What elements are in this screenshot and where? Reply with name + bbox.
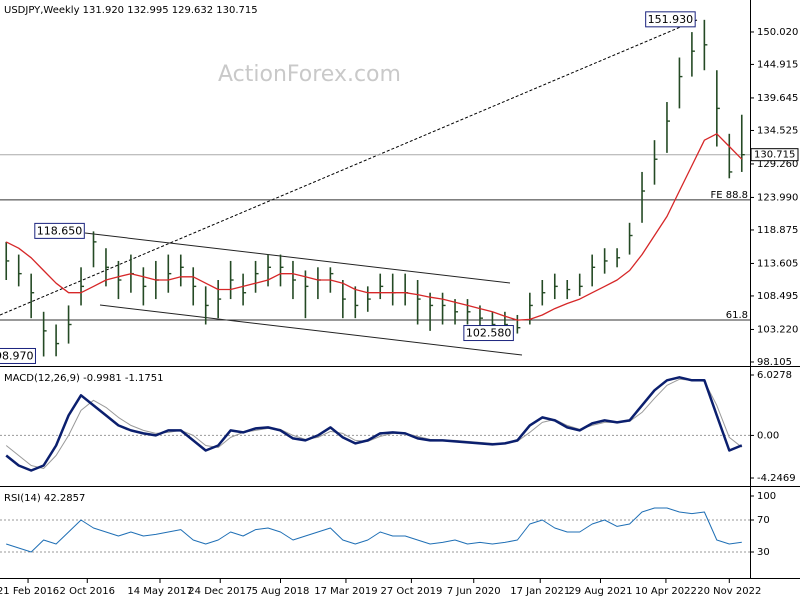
macd-line (5, 376, 743, 472)
annotation-box (0, 347, 36, 364)
y-tick-label: 30 (757, 547, 770, 558)
last-price-box (750, 148, 799, 162)
panel-title: USDJPY,Weekly 131.920 132.995 129.632 13… (4, 5, 258, 16)
y-tick-label: 144.915 (757, 59, 798, 70)
watermark: ActionForex.com (218, 62, 401, 87)
panel-title: MACD(12,26,9) -0.9981 -1.1751 (4, 373, 164, 384)
y-tick-label: 113.605 (757, 258, 798, 269)
channel-lower (99, 304, 523, 356)
rsi-line (6, 507, 742, 553)
y-tick-label: 103.220 (757, 324, 798, 335)
y-tick-label: 0.00 (757, 430, 779, 441)
y-tick-label: 100 (757, 491, 776, 502)
y-tick-label: 108.495 (757, 291, 798, 302)
price-annotation: 98.970 (0, 349, 33, 362)
x-tick-label: 21 Feb 2016 (0, 586, 59, 597)
y-tick-label: 98.105 (757, 357, 792, 368)
y-tick-label: 150.020 (757, 27, 798, 38)
y-tick-label: -4.2469 (757, 473, 796, 484)
x-tick-label: 2 Oct 2016 (60, 586, 115, 597)
x-tick-label: 5 Aug 2018 (252, 586, 310, 597)
panel-title: RSI(14) 42.2857 (4, 493, 85, 504)
x-tick-label: 17 Mar 2019 (314, 586, 377, 597)
x-tick-label: 29 Aug 2021 (568, 586, 632, 597)
y-tick-label: 134.525 (757, 125, 798, 136)
price-annotation: 151.930 (648, 13, 694, 26)
x-tick-label: 17 Jan 2021 (510, 586, 570, 597)
fib-label: FE 88.8 (710, 190, 748, 201)
y-tick-label: 123.990 (757, 192, 798, 203)
price-annotation: 102.580 (466, 327, 512, 340)
y-tick-label: 139.645 (757, 93, 798, 104)
annotation-box (34, 222, 85, 239)
channel-upper (84, 232, 511, 284)
trend-line (0, 19, 698, 316)
x-tick-label: 27 Oct 2019 (380, 586, 442, 597)
x-tick-label: 14 May 2017 (127, 586, 192, 597)
price-annotation: 118.650 (37, 224, 83, 237)
y-tick-label: 6.0278 (757, 370, 792, 381)
y-tick-label: 70 (757, 515, 770, 526)
y-tick-label: 129.260 (757, 159, 798, 170)
annotation-box (463, 325, 514, 342)
fib-label: 61.8 (726, 310, 748, 321)
x-tick-label: 20 Nov 2022 (697, 586, 761, 597)
moving-average (5, 133, 743, 321)
x-tick-label: 10 Apr 2022 (635, 586, 697, 597)
x-tick-label: 7 Jun 2020 (447, 586, 501, 597)
last-price-label: 130.715 (754, 150, 795, 161)
x-tick-label: 24 Dec 2017 (188, 586, 252, 597)
annotation-box (645, 11, 696, 28)
y-tick-label: 118.875 (757, 225, 798, 236)
